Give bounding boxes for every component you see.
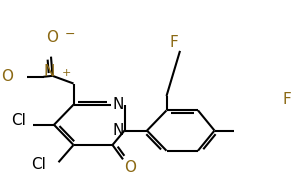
Text: O: O (124, 160, 136, 175)
Text: N: N (113, 123, 124, 138)
Text: N: N (113, 97, 124, 112)
Text: F: F (169, 35, 178, 50)
Text: −: − (64, 28, 75, 41)
Text: O: O (46, 30, 58, 45)
Text: F: F (282, 92, 291, 107)
Text: Cl: Cl (11, 113, 26, 128)
Text: +: + (61, 68, 71, 78)
Text: Cl: Cl (32, 157, 46, 172)
Text: O: O (2, 69, 14, 84)
Text: N: N (44, 64, 55, 79)
